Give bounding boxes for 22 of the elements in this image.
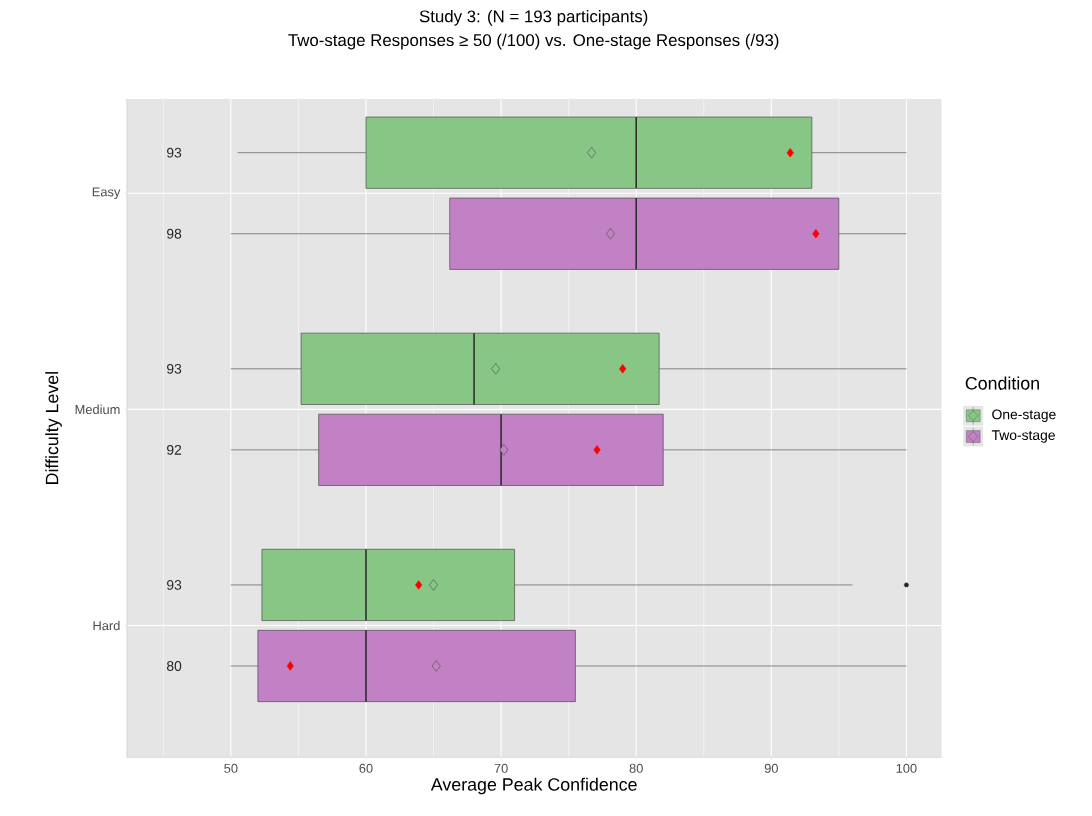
text: 93 [167,580,182,590]
x-tick-label: 100 [896,763,917,774]
x-axis-title: Average Peak Confidence [430,777,637,795]
text: 80 [166,661,182,672]
y-axis-title: Difficulty Level [45,372,62,485]
legend-label: Two-stage [991,430,1055,443]
x-tick-label: 60 [359,763,373,774]
x-tick-label: 90 [764,763,778,774]
text: 93 [167,364,182,374]
chart-subtitle: Two-stage Responses ≥ 50 (/100) vs. One-stage Responses (/93) [288,33,779,50]
text: 98 [167,228,182,239]
x-tick-label: 70 [494,763,508,774]
text: 92 [167,445,182,455]
legend-title: Condition [965,376,1039,390]
y-tick-label: Medium [75,404,120,415]
chart-title: Study 3: (N = 193 participants) [419,10,648,26]
y-tick-label: Easy [92,187,121,200]
y-tick-label: Hard [93,620,120,631]
text: 93 [167,147,182,158]
x-tick-label: 50 [224,763,238,774]
x-tick-label: 80 [629,763,643,774]
legend-label: One-stage [992,409,1056,423]
